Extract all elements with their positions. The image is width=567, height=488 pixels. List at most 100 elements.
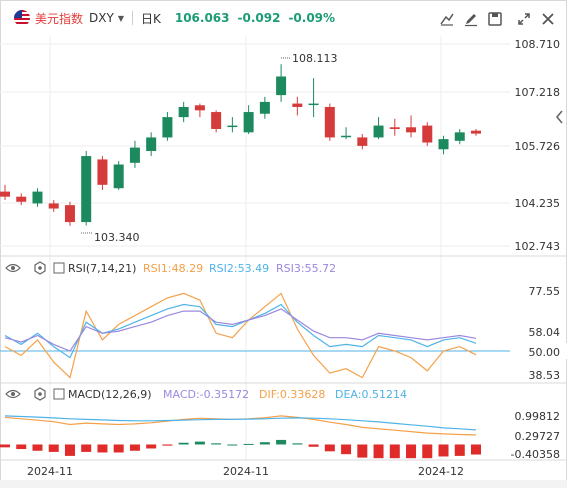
rsi2-value: RSI2:53.49	[209, 262, 269, 275]
close-icon[interactable]	[539, 10, 557, 28]
candle-body[interactable]	[194, 105, 205, 111]
candle-body[interactable]	[389, 127, 400, 129]
macd-bar	[373, 444, 384, 459]
candle-body[interactable]	[32, 191, 43, 204]
candle-body[interactable]	[308, 103, 319, 106]
macd-bar	[471, 444, 481, 455]
candle-body[interactable]	[341, 135, 352, 138]
rsi-header: RSI(7,14,21) RSI1:48.29 RSI2:53.49 RSI3:…	[5, 261, 336, 275]
candle-body[interactable]	[113, 164, 124, 189]
fullscreen-icon[interactable]	[515, 10, 533, 28]
settings-icon[interactable]	[34, 261, 46, 275]
candle-body[interactable]	[48, 203, 59, 209]
dea-line	[4, 415, 477, 431]
dif-value: DIF:0.33628	[259, 388, 325, 401]
candle-body[interactable]	[178, 106, 189, 118]
candles-group	[0, 64, 481, 226]
macd-bar	[292, 443, 303, 445]
candle-body[interactable]	[162, 117, 173, 138]
rsi2-line	[4, 303, 477, 359]
draw-icon[interactable]	[462, 10, 480, 28]
macd-bar	[146, 444, 157, 449]
us-flag-icon	[14, 10, 30, 26]
rsi1-line	[4, 292, 477, 379]
indicator-icon[interactable]	[438, 10, 456, 28]
macd-bar	[308, 444, 319, 447]
macd-tick: -0.40358	[511, 448, 560, 461]
candle-body[interactable]	[0, 191, 10, 197]
grid	[0, 36, 510, 460]
macd-bar	[341, 444, 352, 455]
macd-bar	[162, 444, 173, 446]
candle-body[interactable]	[146, 137, 157, 151]
low-price-label: 103.340	[94, 231, 140, 244]
candle-body[interactable]	[438, 139, 449, 150]
candle-body[interactable]	[64, 205, 75, 223]
macd-bar	[406, 444, 417, 459]
macd-bar	[227, 444, 238, 446]
eye-icon[interactable]	[5, 389, 21, 399]
chevron-down-icon[interactable]: ▼	[117, 13, 124, 23]
rsi-tick: 50.00	[529, 346, 561, 359]
chevron-left-icon[interactable]	[553, 106, 567, 128]
candle-body[interactable]	[454, 132, 465, 141]
rsi-title: RSI(7,14,21)	[68, 262, 136, 275]
symbol-code[interactable]: DXY	[89, 11, 114, 25]
collapse-icon[interactable]	[53, 388, 65, 400]
candle-body[interactable]	[406, 127, 417, 133]
candle-body[interactable]	[243, 112, 254, 133]
macd-bar	[64, 444, 75, 456]
timeline-scrollbar[interactable]	[0, 480, 567, 488]
settings-icon[interactable]	[34, 387, 46, 401]
collapse-icon[interactable]	[53, 262, 65, 274]
rsi-lines	[4, 292, 477, 379]
macd-bar	[129, 444, 140, 451]
y-tick: 102.743	[515, 240, 561, 253]
chart-header: 美元指数 DXY ▼ 日K 106.063 -0.092 -0.09%	[0, 0, 567, 36]
candle-body[interactable]	[129, 147, 140, 163]
macd-value: MACD:-0.35172	[163, 388, 249, 401]
candle-body[interactable]	[211, 112, 222, 129]
eye-icon[interactable]	[5, 263, 21, 273]
macd-bar	[438, 444, 449, 457]
macd-bar	[113, 444, 124, 453]
candle-body[interactable]	[373, 125, 384, 138]
macd-bar	[211, 443, 222, 445]
candle-body[interactable]	[422, 125, 433, 143]
macd-bar	[259, 442, 270, 445]
macd-bar	[357, 444, 368, 458]
macd-bar	[243, 443, 254, 445]
candle-body[interactable]	[81, 156, 92, 223]
candle-body[interactable]	[292, 103, 303, 107]
x-tick: 2024-12	[418, 465, 464, 478]
y-tick: 107.218	[515, 86, 561, 99]
candle-body[interactable]	[227, 125, 238, 128]
rsi1-value: RSI1:48.29	[143, 262, 203, 275]
y-tick: 108.710	[515, 38, 561, 51]
macd-bar	[32, 444, 43, 451]
macd-tick: 0.99812	[515, 410, 561, 423]
save-icon[interactable]	[486, 10, 504, 28]
macd-bar	[16, 444, 27, 450]
y-tick: 105.726	[515, 140, 561, 153]
candle-body[interactable]	[276, 76, 287, 96]
high-price-label: 108.113	[292, 52, 338, 65]
macd-bar	[276, 439, 287, 445]
candle-body[interactable]	[97, 159, 108, 185]
last-price: 106.063	[174, 11, 230, 25]
candle-body[interactable]	[324, 106, 335, 138]
symbol-name[interactable]: 美元指数	[35, 11, 84, 26]
rsi-50-tag-bg	[510, 343, 567, 359]
x-tick: 2024-11	[27, 465, 73, 478]
price-change: -0.092	[237, 11, 281, 25]
candle-body[interactable]	[16, 196, 27, 202]
candle-body[interactable]	[357, 137, 368, 146]
macd-bar	[422, 444, 433, 459]
interval-selector[interactable]: 日K	[140, 11, 161, 26]
rsi3-line	[4, 308, 477, 352]
macd-bar	[454, 444, 465, 456]
candle-body[interactable]	[259, 101, 270, 114]
macd-series	[0, 415, 481, 459]
candle-body[interactable]	[471, 130, 481, 134]
